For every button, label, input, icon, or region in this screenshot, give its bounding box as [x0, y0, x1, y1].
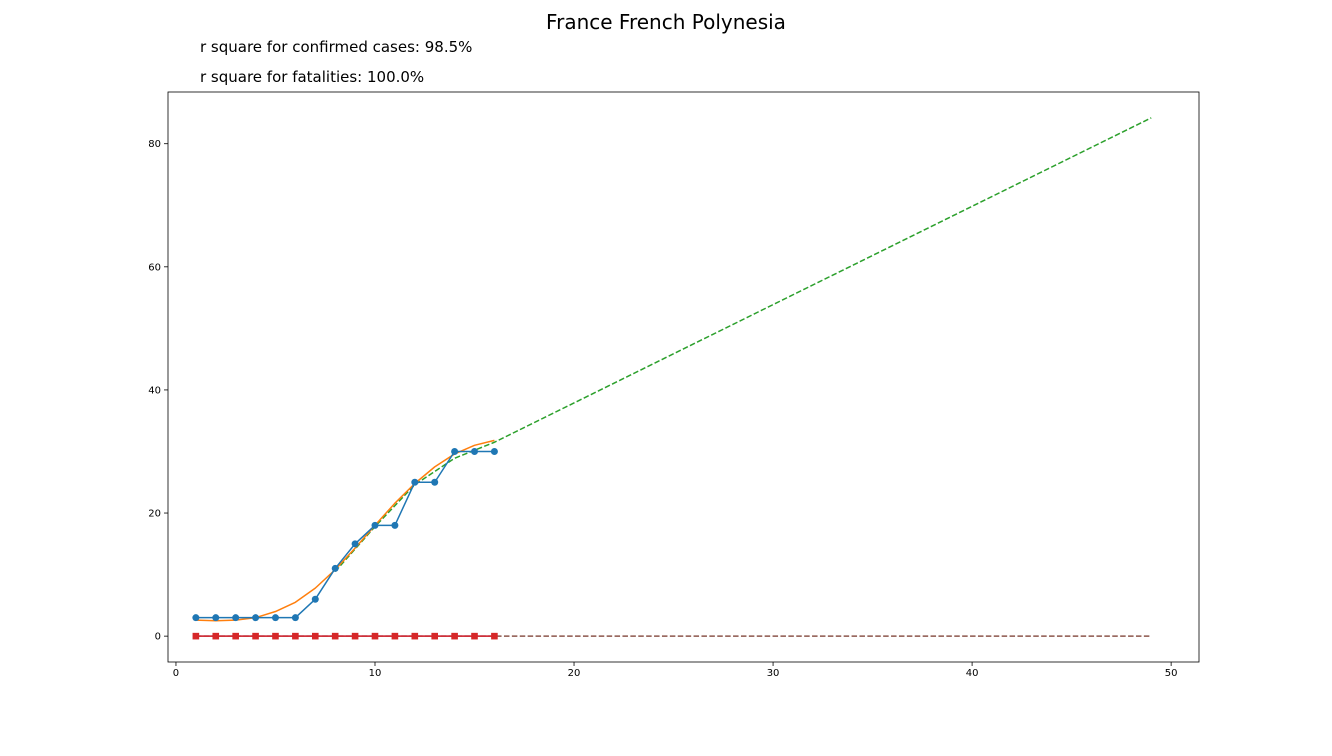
data-point-confirmed	[490, 447, 498, 455]
data-point-confirmed	[451, 447, 459, 455]
data-point-fatalities	[431, 632, 439, 640]
series-line-confirmed-fit	[195, 439, 495, 622]
x-tick-label: 0	[173, 668, 179, 679]
data-point-confirmed	[411, 478, 419, 486]
x-tick-label: 20	[568, 668, 581, 679]
y-tick-label: 60	[148, 262, 161, 273]
y-tick-label: 80	[148, 139, 161, 150]
data-point-confirmed	[331, 564, 339, 572]
data-point-fatalities	[272, 632, 279, 640]
data-point-confirmed	[311, 595, 319, 603]
data-point-fatalities	[292, 632, 299, 640]
data-point-confirmed	[471, 447, 479, 455]
data-point-confirmed	[252, 614, 260, 622]
x-tick-label: 10	[369, 668, 382, 679]
data-point-fatalities	[232, 632, 239, 640]
data-point-confirmed	[271, 614, 279, 622]
data-point-confirmed	[192, 614, 200, 622]
x-tick-label: 30	[767, 668, 780, 679]
data-point-fatalities	[351, 632, 359, 640]
data-point-confirmed	[291, 614, 299, 622]
data-point-confirmed	[232, 614, 240, 622]
y-tick-label: 0	[155, 632, 161, 643]
data-point-fatalities	[451, 632, 458, 640]
series-layer	[192, 117, 1152, 640]
data-point-confirmed	[212, 614, 220, 622]
axes-layer: 0 10 20 30 40 50 0 20 40 60 80	[148, 91, 1200, 679]
data-point-confirmed	[391, 521, 399, 529]
data-point-fatalities	[212, 632, 220, 640]
data-point-fatalities	[371, 632, 379, 640]
data-point-fatalities	[192, 632, 200, 640]
chart-title: France French Polynesia	[546, 10, 786, 34]
data-point-confirmed	[431, 478, 439, 486]
x-tick-label: 40	[966, 668, 979, 679]
data-point-fatalities	[311, 632, 319, 640]
r-square-confirmed-annotation: r square for confirmed cases: 98.5%	[200, 38, 473, 56]
series-line-confirmed-cases	[195, 450, 495, 619]
x-tick-label: 50	[1165, 668, 1178, 679]
r-square-fatalities-annotation: r square for fatalities: 100.0%	[200, 68, 425, 86]
data-point-fatalities	[391, 632, 399, 640]
data-point-confirmed	[371, 521, 379, 529]
data-point-fatalities	[252, 632, 259, 640]
y-tick-label: 20	[148, 509, 161, 520]
plot-frame	[167, 91, 1200, 663]
data-point-fatalities	[411, 632, 419, 640]
series-line-confirmed-projection	[334, 117, 1152, 573]
data-point-confirmed	[351, 540, 359, 548]
data-point-fatalities	[471, 632, 478, 640]
y-tick-label: 40	[148, 385, 161, 396]
data-point-fatalities	[491, 632, 498, 640]
data-point-fatalities	[331, 632, 339, 640]
